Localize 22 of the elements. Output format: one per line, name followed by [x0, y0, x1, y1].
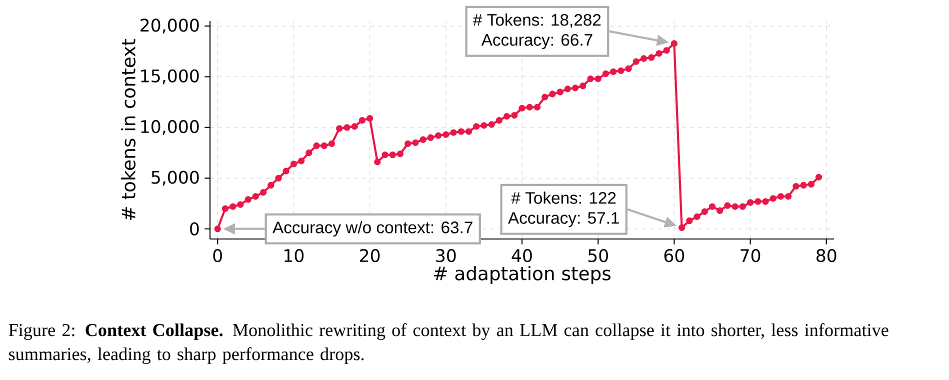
- annotation: Accuracy: 57.1: [508, 212, 619, 228]
- x-tick-label: 40: [512, 249, 532, 262]
- y-tick-label: 0: [190, 222, 199, 236]
- y-tick-label: 5,000: [152, 170, 199, 186]
- x-tick-label: 50: [588, 249, 608, 262]
- x-axis-title: # adaptation steps: [434, 266, 610, 284]
- annotation: # Tokens: 18,282: [473, 14, 601, 28]
- annotation: Accuracy w/o context: 63.7: [272, 221, 472, 237]
- x-tick-label: 20: [360, 249, 380, 262]
- x-tick-label: 60: [664, 249, 684, 262]
- caption: Figure 2: Context Collapse. Monolithic rewriting of context by an LLM can collapse it into shorter, less informative summaries, leading to sharp performance drops.: [8, 323, 888, 364]
- x-tick-label: 10: [284, 249, 304, 262]
- annotation: # Tokens: 122: [511, 192, 616, 204]
- y-tick-label: 20,000: [140, 18, 199, 34]
- y-tick-label: 15,000: [141, 69, 199, 84]
- y-tick-label: 10,000: [141, 120, 199, 135]
- x-tick-label: 80: [816, 249, 836, 262]
- x-tick-label: 70: [740, 249, 760, 262]
- x-tick-label: 0: [213, 249, 222, 262]
- x-tick-label: 30: [436, 249, 456, 262]
- annotation: Accuracy: 66.7: [481, 34, 592, 50]
- y-axis-title: # tokens in context: [121, 39, 136, 220]
